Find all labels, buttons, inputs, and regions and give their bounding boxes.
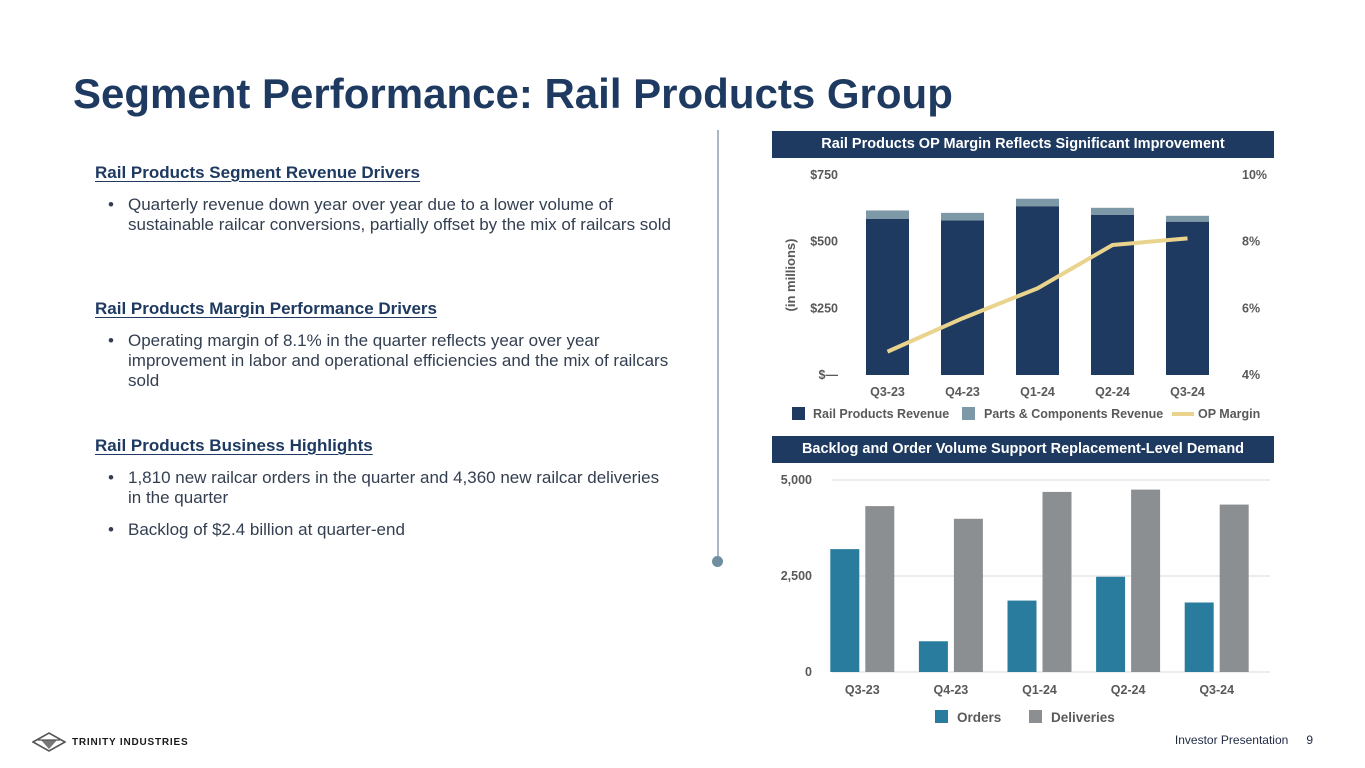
- company-logo: TRINITY INDUSTRIES: [32, 731, 188, 753]
- deliveries-bar: [1131, 489, 1161, 672]
- op-margin-line: [886, 236, 1188, 354]
- trinity-logo-icon: [32, 732, 66, 752]
- y-tick-label: $250: [810, 301, 838, 315]
- rail-revenue-bar: [1016, 206, 1059, 375]
- legend-label: Rail Products Revenue: [813, 407, 949, 421]
- legend-swatch-orders: [935, 710, 948, 723]
- bullet-item: Backlog of $2.4 billion at quarter-end: [95, 520, 675, 540]
- y2-tick-label: 8%: [1242, 235, 1260, 249]
- revenue-drivers-section: Rail Products Segment Revenue Drivers Qu…: [95, 163, 675, 247]
- orders-bar: [1096, 576, 1126, 672]
- y2-tick-label: 6%: [1242, 301, 1260, 315]
- page-number: 9: [1306, 733, 1313, 747]
- y2-tick-label: 4%: [1242, 368, 1260, 382]
- y-tick-label: 0: [805, 665, 812, 679]
- y-tick-label: $750: [810, 168, 838, 182]
- deliveries-bar: [1042, 491, 1072, 672]
- x-tick-label: Q4-23: [945, 385, 980, 399]
- x-tick-label: Q3-24: [1170, 385, 1205, 399]
- margin-drivers-heading: Rail Products Margin Performance Drivers: [95, 299, 438, 318]
- business-highlights-section: Rail Products Business Highlights 1,810 …: [95, 436, 675, 552]
- orders-bar: [830, 549, 860, 672]
- x-tick-label: Q2-24: [1111, 683, 1146, 697]
- page-title: Segment Performance: Rail Products Group: [73, 70, 953, 117]
- y-tick-label: $—: [819, 368, 839, 382]
- divider-dot: [712, 556, 723, 567]
- chart1-title-banner: Rail Products OP Margin Reflects Signifi…: [772, 131, 1274, 158]
- y-tick-label: 2,500: [781, 569, 812, 583]
- business-highlights-heading: Rail Products Business Highlights: [95, 436, 373, 455]
- bullet-item: Operating margin of 8.1% in the quarter …: [95, 331, 675, 391]
- deliveries-bar: [953, 518, 983, 672]
- orders-deliveries-chart: Q3-23 Q4-23 Q1-24 Q2-24 Q3-24 0 2,500 5,000 Or…: [781, 473, 1270, 725]
- y-tick-label: 5,000: [781, 473, 812, 487]
- rail-revenue-bar: [866, 219, 909, 375]
- footer-label: Investor Presentation: [1174, 733, 1289, 747]
- rail-revenue-bar: [941, 220, 984, 375]
- op-margin-chart: Q3-23 Q4-23 Q1-24 Q2-24 Q3-24 $— $250 $500 $750…: [783, 168, 1267, 421]
- parts-revenue-bar: [866, 210, 909, 219]
- orders-bar: [1007, 600, 1037, 672]
- chart2-title-banner: Backlog and Order Volume Support Replace…: [772, 436, 1274, 463]
- legend-swatch-parts-revenue: [962, 407, 975, 420]
- legend-label: OP Margin: [1198, 407, 1260, 421]
- bullet-item: 1,810 new railcar orders in the quarter …: [95, 468, 675, 508]
- vertical-divider: [717, 130, 719, 560]
- revenue-drivers-heading: Rail Products Segment Revenue Drivers: [95, 163, 421, 182]
- deliveries-bar: [1219, 504, 1249, 672]
- parts-revenue-bar: [941, 212, 984, 221]
- legend-label: Orders: [957, 710, 1001, 725]
- x-tick-label: Q3-24: [1199, 683, 1234, 697]
- legend-label: Parts & Components Revenue: [984, 407, 1163, 421]
- x-tick-label: Q1-24: [1022, 683, 1057, 697]
- parts-revenue-bar: [1166, 215, 1209, 222]
- x-tick-label: Q2-24: [1095, 385, 1130, 399]
- margin-drivers-section: Rail Products Margin Performance Drivers…: [95, 299, 675, 403]
- logo-text: TRINITY INDUSTRIES: [72, 736, 189, 748]
- legend-label: Deliveries: [1051, 710, 1115, 725]
- legend-swatch-deliveries: [1029, 710, 1042, 723]
- x-tick-label: Q4-23: [934, 683, 969, 697]
- orders-bar: [918, 641, 948, 672]
- x-tick-label: Q3-23: [845, 683, 880, 697]
- footer: Investor Presentation 9: [1175, 733, 1313, 747]
- x-tick-label: Q1-24: [1020, 385, 1055, 399]
- y2-tick-label: 10%: [1242, 168, 1267, 182]
- bullet-item: Quarterly revenue down year over year du…: [95, 195, 675, 235]
- rail-revenue-bar: [1091, 215, 1134, 375]
- parts-revenue-bar: [1016, 198, 1059, 207]
- y-tick-label: $500: [810, 235, 838, 249]
- rail-revenue-bar: [1166, 221, 1209, 375]
- orders-bar: [1184, 602, 1214, 672]
- parts-revenue-bar: [1091, 207, 1134, 215]
- y-axis-label: (in millions): [783, 239, 798, 312]
- deliveries-bar: [865, 506, 895, 672]
- x-tick-label: Q3-23: [870, 385, 905, 399]
- legend-swatch-rail-revenue: [792, 407, 805, 420]
